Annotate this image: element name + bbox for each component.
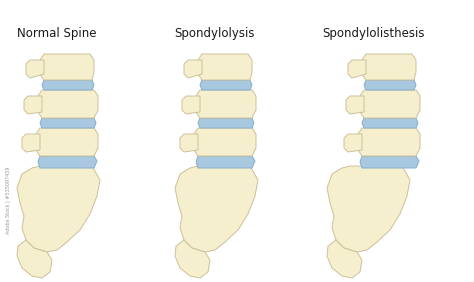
Polygon shape <box>26 60 44 78</box>
Text: Adobe Stock | #535097459: Adobe Stock | #535097459 <box>5 166 11 234</box>
Polygon shape <box>184 60 202 78</box>
Polygon shape <box>38 156 97 168</box>
Polygon shape <box>182 96 200 114</box>
Polygon shape <box>40 118 96 128</box>
Polygon shape <box>17 240 52 278</box>
Text: Spondylolisthesis: Spondylolisthesis <box>323 27 425 39</box>
Polygon shape <box>175 240 210 278</box>
Polygon shape <box>196 156 255 168</box>
Polygon shape <box>346 96 364 114</box>
Polygon shape <box>344 134 362 152</box>
Polygon shape <box>327 166 410 252</box>
Polygon shape <box>38 90 98 118</box>
Polygon shape <box>327 240 362 278</box>
Polygon shape <box>360 90 420 118</box>
Polygon shape <box>364 80 416 90</box>
Polygon shape <box>198 54 252 80</box>
Polygon shape <box>24 96 42 114</box>
Text: Normal Spine: Normal Spine <box>17 27 97 39</box>
Polygon shape <box>36 128 98 156</box>
Polygon shape <box>42 80 94 90</box>
Polygon shape <box>362 118 418 128</box>
Polygon shape <box>362 54 416 80</box>
Polygon shape <box>17 166 100 252</box>
Text: Spondylolysis: Spondylolysis <box>175 27 255 39</box>
Polygon shape <box>200 80 252 90</box>
Polygon shape <box>198 118 254 128</box>
Polygon shape <box>194 128 256 156</box>
Polygon shape <box>40 54 94 80</box>
Polygon shape <box>360 156 419 168</box>
Polygon shape <box>175 166 258 252</box>
Polygon shape <box>358 128 420 156</box>
Polygon shape <box>22 134 40 152</box>
Polygon shape <box>348 60 366 78</box>
Polygon shape <box>180 134 198 152</box>
Polygon shape <box>196 90 256 118</box>
